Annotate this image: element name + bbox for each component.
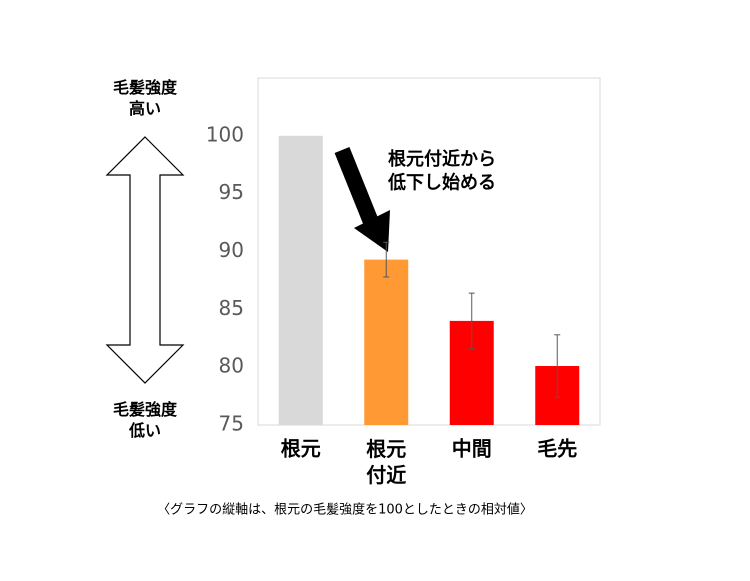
x-tick-label: 中間 <box>452 437 492 461</box>
y-tick-label: 100 <box>206 122 244 146</box>
y-tick-label: 90 <box>219 238 244 262</box>
x-tick-label: 毛先 <box>537 437 577 461</box>
bottom-label: 毛髪強度低い <box>113 400 178 440</box>
top-label: 毛髪強度高い <box>113 78 178 118</box>
pointer-head <box>354 210 390 252</box>
y-tick-label: 85 <box>219 296 244 320</box>
double-arrow <box>105 136 185 384</box>
bar <box>364 259 409 425</box>
y-tick-label: 75 <box>219 412 244 436</box>
plot-frame <box>257 77 601 426</box>
x-tick-label: 根元 <box>281 437 321 461</box>
y-tick-label: 80 <box>219 354 244 378</box>
bar <box>278 135 323 426</box>
y-tick-label: 95 <box>219 180 244 204</box>
footnote: 〈グラフの縦軸は、根元の毛髪強度を100としたときの相対値〉 <box>157 502 533 518</box>
pointer-shaft <box>334 147 379 225</box>
x-tick-label: 根元付近 <box>366 437 406 487</box>
annotation: 根元付近から低下し始める <box>387 148 496 193</box>
